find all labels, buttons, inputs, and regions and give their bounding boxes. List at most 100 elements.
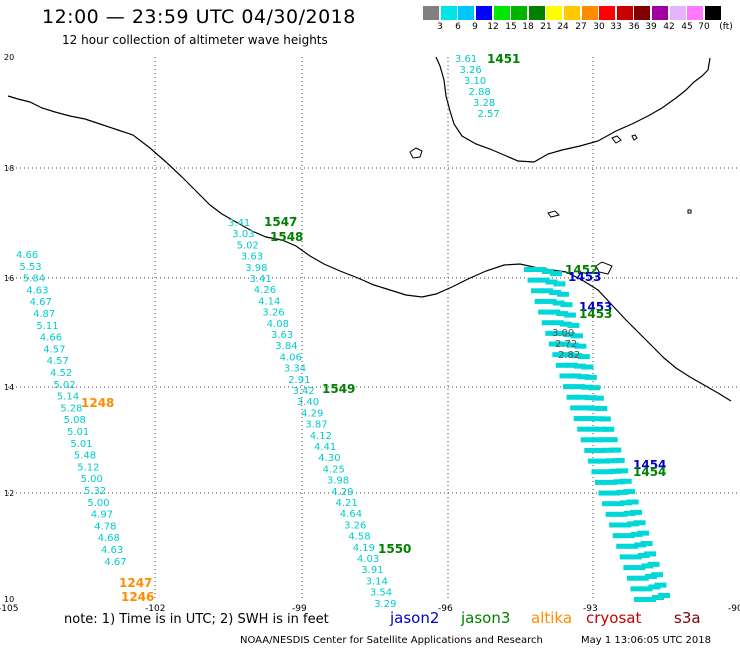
lon-tick-label: -90	[728, 604, 740, 614]
legend-swatch	[634, 6, 650, 20]
sat-legend-s3a: s3a	[674, 609, 701, 627]
wave-height-value: 3.98	[245, 263, 267, 274]
wave-height-value: 4.97	[91, 510, 113, 521]
lat-lon-grid	[8, 57, 738, 599]
legend-swatch	[546, 6, 562, 20]
track-mark	[651, 572, 664, 578]
track-mark	[612, 533, 625, 539]
legend-label: 33	[610, 22, 622, 32]
track-mark	[629, 554, 642, 560]
track-mark	[584, 374, 597, 380]
track-mark	[633, 565, 646, 571]
track-mark	[556, 291, 569, 297]
wave-height-value: 3.63	[271, 330, 293, 341]
wave-height-value: 3.42	[293, 386, 315, 397]
coastline	[7, 56, 732, 402]
track-mark	[636, 575, 649, 581]
track-mark	[640, 541, 653, 547]
track-mark	[563, 332, 576, 338]
track-mark	[567, 322, 580, 328]
legend-swatch	[670, 6, 686, 20]
wave-height-value: 4.29	[301, 408, 323, 419]
wave-height-value: 3.40	[297, 397, 319, 408]
wave-height-value: 3.63	[241, 252, 263, 263]
track-mark	[623, 489, 636, 495]
legend-swatch	[599, 6, 615, 20]
wave-height-value: 4.67	[30, 297, 52, 308]
satellite-tracks	[524, 267, 670, 602]
track-mark	[591, 469, 604, 475]
legend-label: 70	[698, 22, 710, 32]
lat-tick-label: 12	[4, 489, 14, 498]
legend-swatch	[511, 6, 527, 20]
legend-label: 3	[437, 22, 443, 32]
wave-height-value: 3.98	[327, 476, 349, 487]
track-mark	[616, 468, 629, 474]
track-mark	[588, 405, 601, 411]
lat-tick-label: 20	[4, 53, 14, 62]
wave-height-value: 4.08	[267, 319, 289, 330]
legend-swatch	[494, 6, 510, 20]
lon-tick-label: -105	[0, 604, 18, 614]
footer-note: note: 1) Time is in UTC; 2) SWH is in fe…	[64, 612, 329, 627]
sat-legend-jason2: jason2	[390, 609, 440, 627]
lat-tick-label: 16	[4, 274, 14, 283]
track-mark	[608, 490, 621, 496]
wave-height-value: 3.10	[464, 76, 486, 87]
track-mark	[616, 543, 629, 549]
legend-label: 18	[522, 22, 534, 32]
wave-height-value: 3.34	[284, 364, 306, 375]
track-mark	[594, 447, 607, 453]
sat-legend-altika: altika	[531, 609, 573, 627]
legend-unit: (ft)	[719, 22, 733, 32]
wave-height-value: 5.14	[57, 392, 79, 403]
wave-height-value: 2.57	[478, 109, 500, 120]
wave-height-value: 4.66	[16, 250, 38, 261]
track-mark	[647, 561, 660, 567]
wave-height-value: 3.41	[228, 218, 250, 229]
track-mark	[552, 300, 565, 306]
wave-height-value: 5.02	[237, 240, 259, 251]
track-mark	[630, 586, 643, 592]
wave-height-value: 3.41	[250, 274, 272, 285]
wave-height-value: 5.08	[64, 415, 86, 426]
lat-tick-label: 14	[4, 383, 14, 392]
wave-height-value: 4.52	[50, 368, 72, 379]
wave-height-value: 4.03	[357, 554, 379, 565]
sat-legend-cryosat: cryosat	[586, 609, 642, 627]
track-mark	[644, 573, 657, 579]
track-mark	[588, 385, 601, 391]
wave-height-value: 5.84	[23, 274, 45, 285]
track-mark	[623, 565, 636, 571]
wave-height-value: 4.41	[314, 442, 336, 453]
track-mark	[619, 554, 632, 560]
track-mark	[570, 405, 583, 411]
track-mark	[630, 509, 643, 515]
wave-height-value: 4.19	[353, 543, 375, 554]
track-mark	[524, 267, 536, 272]
track-mark	[563, 384, 576, 390]
wave-height-value: 5.00	[87, 498, 109, 509]
track-mark	[548, 309, 561, 315]
legend-swatch	[564, 6, 580, 20]
legend-label: 6	[455, 22, 461, 32]
track-mark	[548, 341, 561, 347]
track-mark	[597, 458, 610, 464]
legend-swatch	[529, 6, 545, 20]
track-mark	[545, 330, 558, 336]
wave-height-value: 4.26	[254, 285, 276, 296]
track-mark	[559, 321, 572, 327]
wave-height-value: 5.53	[19, 262, 41, 273]
track-mark	[644, 597, 656, 602]
axis-ticks: -105 -102 -99 -96 -93 -90 20 18 16 14 12 10	[0, 53, 740, 614]
track-mark	[577, 374, 590, 380]
track-mark	[581, 364, 594, 370]
track-mark	[644, 551, 657, 557]
legend-label: 27	[575, 22, 587, 32]
track-mark	[637, 530, 650, 536]
track-mark	[577, 426, 590, 432]
track-mark	[563, 312, 576, 318]
track-mark	[654, 582, 667, 588]
track-mark	[609, 447, 622, 453]
